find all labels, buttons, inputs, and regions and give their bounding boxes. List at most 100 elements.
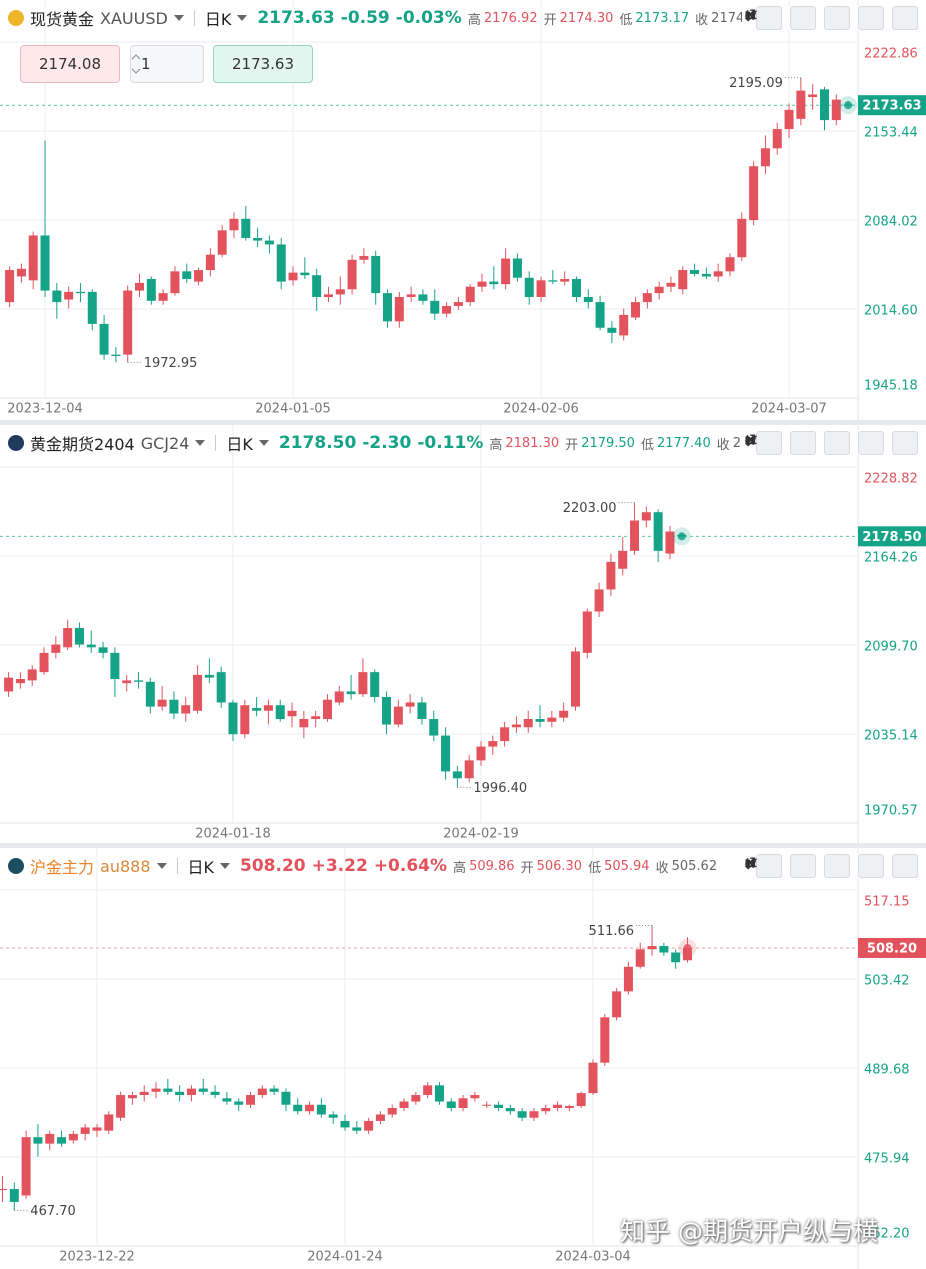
header-price: 2178.50 [278,433,357,453]
x-tick-label: 2024-01-18 [195,827,271,842]
candle-body [619,314,629,336]
candle-body [311,716,321,720]
instrument-title[interactable]: 现货黄金 [30,10,95,29]
candle-body [541,1108,551,1112]
low-label: 1972.95 [144,356,198,371]
tool-button[interactable] [745,6,850,30]
candle-body [300,272,310,276]
tool-button[interactable] [745,431,850,455]
tool-button[interactable] [745,6,884,30]
candle-body [28,235,38,281]
x-tick-label: 2024-03-04 [555,1250,631,1265]
price-tag-label: 508.20 [867,941,917,956]
instrument-title[interactable]: 沪金主力 [30,858,95,877]
y-tick-label: 1945.18 [864,379,918,394]
instrument-symbol[interactable]: au888 [100,856,151,876]
y-tick-label: 462.20 [864,1227,910,1242]
stat-value: 2181.30 [505,435,560,451]
candle-body [87,291,97,324]
candle-body [364,1120,374,1131]
tool-button[interactable] [745,854,816,878]
candle-body [583,296,593,303]
candle-body [352,1127,362,1131]
dropdown-caret[interactable] [173,15,184,21]
divider [215,435,217,451]
quantity-input[interactable]: 1 [130,45,204,83]
tool-icon-path [745,858,756,868]
candle-body [446,1101,456,1108]
candle-body [241,218,251,239]
tool-button[interactable] [745,431,884,455]
candle-body [52,290,62,303]
instrument-symbol[interactable]: GCJ24 [140,433,190,453]
x-tick-label: 2023-12-22 [59,1250,135,1265]
candle-body [488,741,498,747]
candle-body [831,99,841,121]
watermark: 知乎 @期货开户纵与横 [620,1217,878,1246]
candle-body [418,294,428,301]
candle-body [145,681,155,707]
sell-price-box[interactable]: 2174.08 [20,45,120,83]
stat-label: 低 [588,860,602,876]
candle-body [122,680,132,684]
period[interactable]: 日K [226,435,253,454]
stat-label: 低 [640,437,654,453]
dropdown-caret[interactable] [220,863,230,869]
candle-body [500,727,510,742]
tool-icon [746,858,756,868]
header-price: 508.20 [240,856,306,876]
candle-body [134,680,144,682]
price-tag [858,937,926,958]
candle-body [464,760,474,779]
candle-body [210,1091,220,1096]
candle-body [760,148,770,167]
tool-button[interactable] [746,854,918,878]
candle-body [74,628,84,645]
candle-body [570,651,580,707]
candle-body [182,271,192,280]
x-tick-label: 2024-03-07 [751,402,827,417]
candle-body [564,1106,574,1108]
candle-body [228,702,238,735]
stat-label: 高 [467,12,481,28]
header-change-pct: -0.11% [417,433,484,453]
low-label: 1996.40 [473,781,527,796]
dropdown-caret[interactable] [156,863,167,869]
candle-body [205,254,215,271]
candle-body [9,1188,19,1202]
dropdown-caret[interactable] [237,15,248,21]
dropdown-caret[interactable] [258,440,269,446]
y-tick-label: 2014.60 [864,304,918,319]
candle-body [659,946,669,953]
tool-button[interactable] [745,6,816,30]
chart: 1970.57 2035.14 2099.70 2164.26 2228.82 2024-… [0,425,926,843]
period[interactable]: 日K [187,858,215,877]
candle-body [405,702,415,707]
tool-button[interactable] [745,854,884,878]
candle-body [607,327,617,333]
tool-button[interactable] [745,854,850,878]
candle-body [322,699,332,720]
instrument-title[interactable]: 黄金期货2404 [30,435,135,454]
header-change-pct: +0.64% [373,856,448,876]
candle-body [281,1091,291,1105]
x-tick-label: 2024-02-19 [443,827,519,842]
stat-label: 低 [619,12,633,28]
tool-icon [745,10,756,20]
candle-body [737,218,747,258]
candle-body [163,1088,173,1092]
tool-button[interactable] [746,6,918,30]
tool-button[interactable] [744,854,782,878]
candle-body [293,1104,303,1112]
low-label: 467.70 [30,1204,76,1219]
period[interactable]: 日K [204,10,232,29]
candle-body [393,706,403,725]
instrument-symbol[interactable]: XAUUSD [100,8,168,28]
dropdown-caret[interactable] [195,440,206,446]
buy-price-box[interactable]: 2173.63 [213,45,313,83]
tool-button[interactable] [745,431,816,455]
tool-button[interactable] [746,431,918,455]
candle-body [186,1088,196,1096]
candle-body [63,628,73,648]
